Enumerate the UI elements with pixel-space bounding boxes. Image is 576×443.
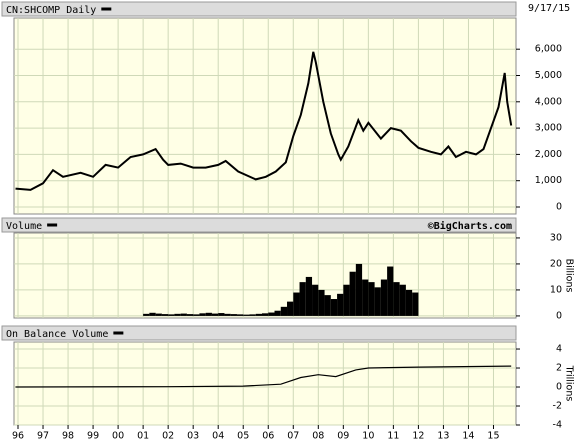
volume-bar [268,312,275,316]
volume-bar [368,282,375,316]
volume-bar [324,295,331,316]
volume-bar [168,314,175,316]
volume-bar [380,279,388,316]
panel-title: CN:SHCOMP Daily [6,5,96,16]
panel-title: Volume [6,221,42,232]
volume-bar [249,314,256,316]
x-tick-label: 14 [462,431,474,442]
y-tick-label: 3,000 [535,123,562,134]
volume-bar [218,313,225,316]
volume-bar [280,306,288,316]
volume-bar [337,293,344,316]
volume-bar [355,263,363,316]
volume-bar [211,313,219,316]
volume-bar [330,299,338,316]
volume-bar [193,314,200,316]
x-tick-label: 08 [312,431,324,442]
y-tick-label: 1,000 [535,175,562,186]
volume-bar [186,314,194,316]
x-tick-label: 00 [112,431,124,442]
volume-bar [255,313,262,316]
x-tick-label: 96 [12,431,24,442]
x-tick-label: 11 [387,431,399,442]
volume-bar [205,312,212,316]
volume-bar [305,276,313,316]
volume-bar [161,314,169,316]
x-tick-label: 01 [137,431,149,442]
volume-bar [287,301,294,316]
panel-header [1,325,517,341]
plot-area [13,17,517,215]
volume-bar [180,313,187,316]
y-tick-label: 4 [556,344,562,355]
panel-title: On Balance Volume [6,329,108,340]
volume-bar [143,313,150,316]
y-tick-label: 2 [556,363,562,374]
plot-area [13,341,517,426]
x-tick-label: 10 [362,431,374,442]
volume-bar [393,282,400,316]
y-tick-label: 20 [550,258,562,269]
volume-bar [362,279,369,316]
y-tick-label: -2 [553,401,562,412]
volume-bar [243,314,250,316]
y-axis-label: Billions [564,259,575,293]
price-line [15,51,513,191]
plot-area [13,232,517,319]
y-tick-label: 5,000 [535,70,562,81]
x-tick-label: 07 [287,431,299,442]
x-tick-label: 03 [187,431,199,442]
x-tick-label: 12 [412,431,424,442]
volume-bar [399,284,406,316]
volume-bar [199,313,206,316]
volume-bar [349,271,356,316]
y-tick-label: 0 [556,382,562,393]
x-tick-label: 09 [337,431,349,442]
volume-bar [299,282,306,316]
price-line [15,365,512,388]
panel-header [1,217,517,233]
volume-bar [155,313,162,316]
x-tick-label: 02 [162,431,174,442]
volume-bar [230,314,237,316]
x-tick-label: 05 [237,431,249,442]
y-tick-label: 0 [556,310,562,321]
y-tick-label: 6,000 [535,44,562,55]
volume-bar [412,292,419,316]
panel-header [1,1,517,17]
x-tick-label: 06 [262,431,274,442]
volume-bar [174,313,181,316]
y-tick-label: -4 [553,420,562,431]
x-tick-label: 98 [62,431,74,442]
x-tick-label: 13 [437,431,449,442]
volume-bar [387,266,394,316]
volume-bar [312,284,319,316]
x-tick-label: 99 [87,431,99,442]
y-tick-label: 4,000 [535,96,562,107]
x-tick-label: 15 [487,431,499,442]
y-tick-label: 0 [556,202,562,213]
volume-bar [224,313,231,316]
volume-bar [236,314,244,316]
volume-bar [343,284,350,316]
y-tick-label: 10 [550,284,562,295]
volume-bar [293,292,300,316]
date-label: 9/17/15 [528,3,570,14]
volume-bar [405,289,413,316]
volume-bar [261,313,269,316]
y-tick-label: 2,000 [535,149,562,160]
y-tick-label: 30 [550,232,562,243]
volume-bar [318,289,325,316]
y-axis-label: Trillions [564,365,575,402]
x-tick-label: 97 [37,431,49,442]
x-tick-label: 04 [212,431,224,442]
volume-bar [149,312,156,316]
annotation: ©BigCharts.com [428,220,512,232]
volume-bar [374,287,381,316]
volume-bar [274,310,281,316]
